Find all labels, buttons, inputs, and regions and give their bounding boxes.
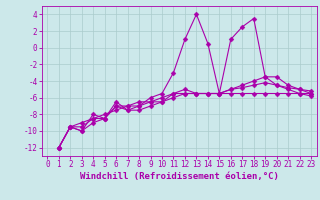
X-axis label: Windchill (Refroidissement éolien,°C): Windchill (Refroidissement éolien,°C) [80, 172, 279, 181]
